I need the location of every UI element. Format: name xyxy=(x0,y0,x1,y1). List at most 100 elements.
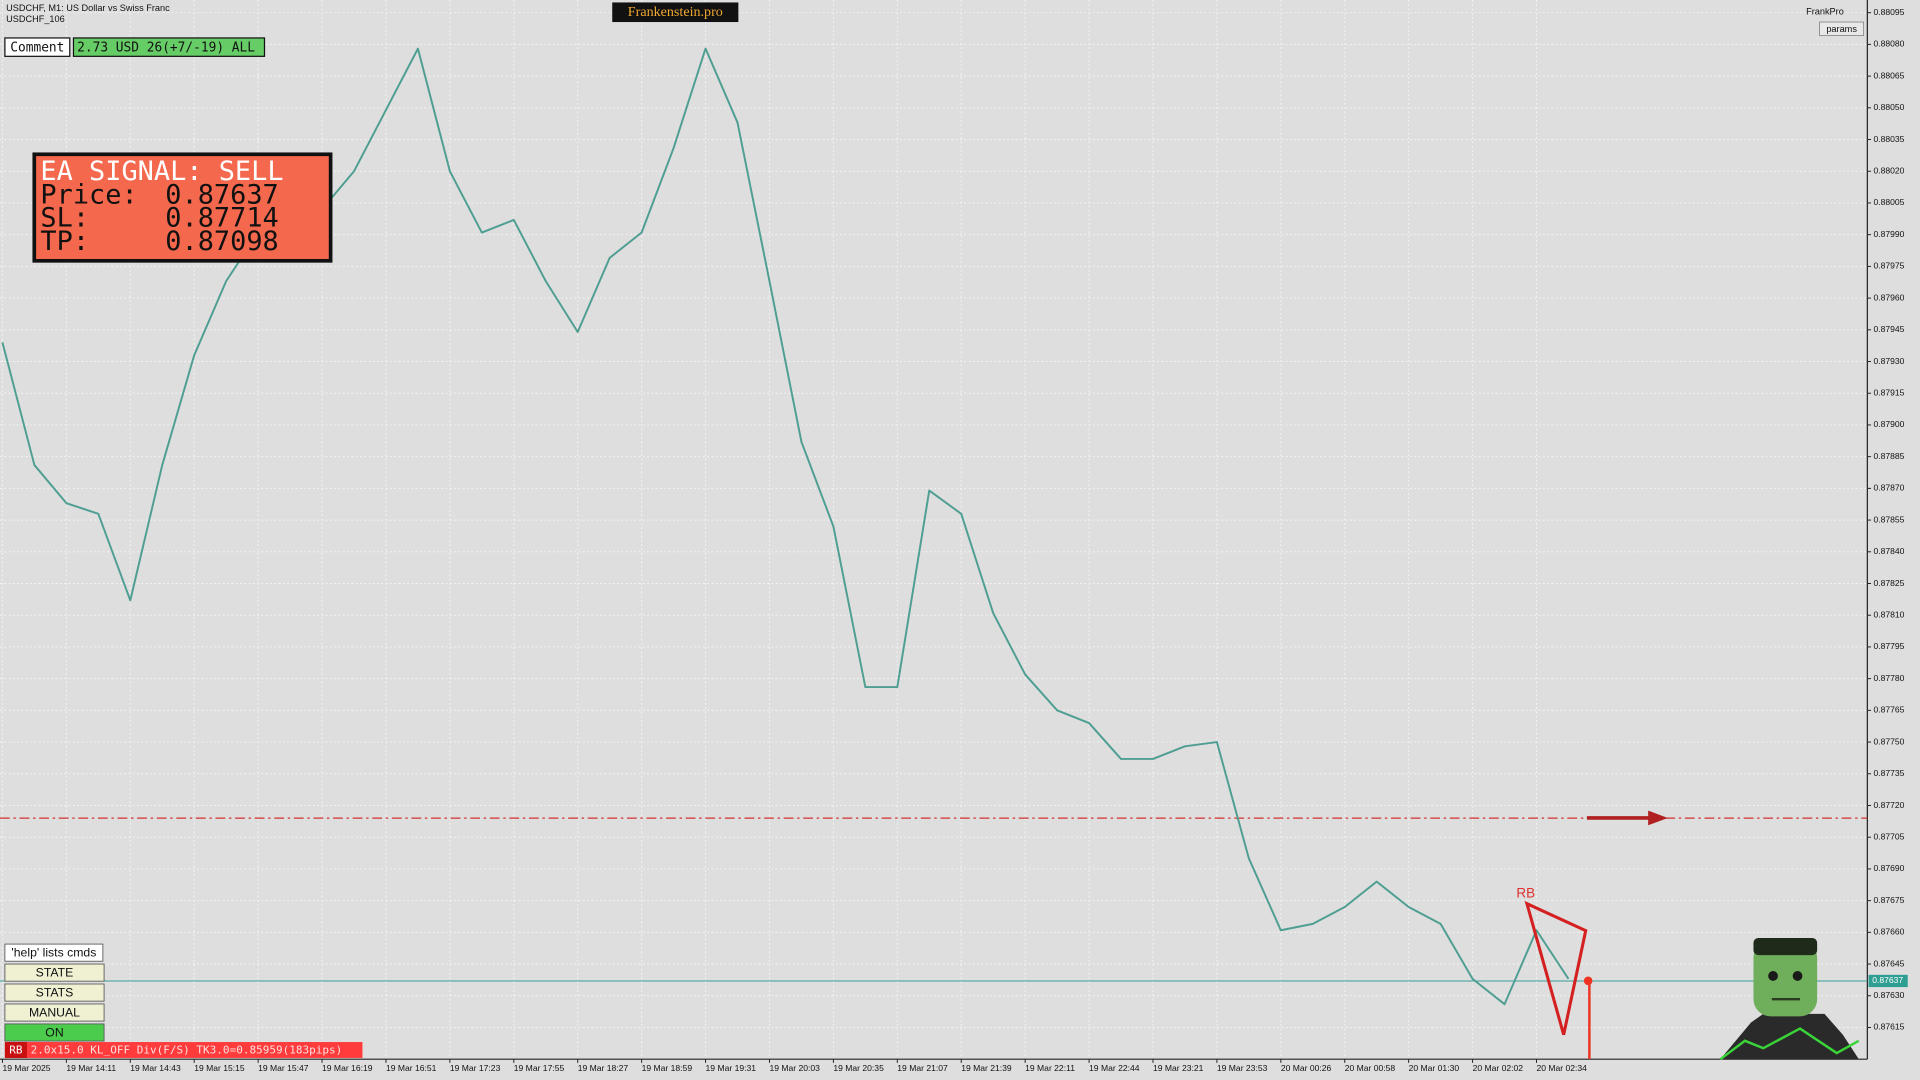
brand: Frankenstein.pro xyxy=(628,4,723,20)
x-tick-label: 19 Mar 19:31 xyxy=(706,1063,757,1073)
button-label[interactable]: 'help' lists cmds xyxy=(11,945,96,959)
y-tick-label: 0.88095 xyxy=(1873,7,1904,17)
y-tick-label: 0.87900 xyxy=(1873,419,1904,429)
x-tick-label: 19 Mar 23:21 xyxy=(1153,1063,1204,1073)
x-tick-label: 20 Mar 02:34 xyxy=(1536,1063,1587,1073)
signal-panel xyxy=(32,152,333,263)
y-tick-label: 0.87660 xyxy=(1873,927,1904,937)
y-tick-label: 0.87795 xyxy=(1873,641,1904,651)
x-tick-label: 19 Mar 15:47 xyxy=(258,1063,309,1073)
current-price-label: 0.87637 xyxy=(1872,975,1903,985)
x-tick-label: 19 Mar 2025 xyxy=(2,1063,50,1073)
mascot-icon xyxy=(1719,937,1860,1061)
x-tick-label: 19 Mar 16:51 xyxy=(386,1063,437,1073)
signal-title: EA SIGNAL: SELL xyxy=(40,156,283,187)
button-label[interactable]: STATE xyxy=(36,965,74,979)
signal-row-value: 0.87098 xyxy=(165,226,278,257)
button-panel: 'help' lists cmds STATE STATS MANUAL ON xyxy=(4,943,105,1042)
x-tick-label: 19 Mar 16:19 xyxy=(322,1063,373,1073)
signal-row-value: 0.87714 xyxy=(165,203,278,234)
x-tick-label: 19 Mar 22:44 xyxy=(1089,1063,1140,1073)
y-tick-label: 0.87840 xyxy=(1873,546,1904,556)
y-tick-label: 0.87765 xyxy=(1873,705,1904,715)
x-tick-label: 19 Mar 20:35 xyxy=(833,1063,884,1073)
params-label[interactable]: params xyxy=(1826,24,1857,34)
button[interactable] xyxy=(4,943,104,962)
button-label[interactable]: STATS xyxy=(36,985,74,999)
x-tick-label: 19 Mar 14:43 xyxy=(130,1063,181,1073)
pattern-triangle xyxy=(1524,900,1588,1036)
status-text: 2.0x15.0 KL_OFF Div(F/S) TK3.0=0.85959(1… xyxy=(31,1044,343,1057)
x-tick-label: 19 Mar 17:55 xyxy=(514,1063,565,1073)
y-tick-label: 0.87930 xyxy=(1873,356,1904,366)
y-tick-label: 0.87615 xyxy=(1873,1022,1904,1032)
x-tick-label: 19 Mar 21:07 xyxy=(897,1063,948,1073)
arrow-head xyxy=(1648,810,1668,826)
y-tick-label: 0.87990 xyxy=(1873,229,1904,239)
comment-value: 2.73 USD 26(+7/-19) ALL xyxy=(77,40,255,55)
button-label[interactable]: MANUAL xyxy=(29,1005,80,1019)
y-tick-label: 0.87885 xyxy=(1873,451,1904,461)
params-button[interactable] xyxy=(1819,21,1865,36)
x-tick-label: 20 Mar 02:02 xyxy=(1473,1063,1524,1073)
comment-value-box xyxy=(72,37,266,57)
signal-row-label: SL: xyxy=(40,203,89,234)
mascot-eye xyxy=(1768,971,1778,981)
mascot-hair xyxy=(1753,937,1818,956)
x-tick-label: 19 Mar 15:15 xyxy=(194,1063,245,1073)
status-bar xyxy=(4,1042,363,1058)
mascot-body xyxy=(1720,1013,1859,1060)
x-tick-label: 20 Mar 00:26 xyxy=(1281,1063,1332,1073)
y-tick-label: 0.88080 xyxy=(1873,39,1904,49)
x-tick-label: 20 Mar 00:58 xyxy=(1345,1063,1396,1073)
signal-dot xyxy=(1583,976,1593,986)
y-tick-label: 0.87750 xyxy=(1873,736,1904,746)
button-label[interactable]: ON xyxy=(45,1025,63,1039)
y-tick-label: 0.87705 xyxy=(1873,831,1904,841)
mascot-eye xyxy=(1792,971,1803,981)
mascot-head xyxy=(1753,940,1818,1017)
y-tick-label: 0.88035 xyxy=(1873,134,1904,144)
y-tick-label: 0.87630 xyxy=(1873,990,1904,1000)
y-tick-label: 0.87810 xyxy=(1873,609,1904,619)
y-tick-label: 0.87825 xyxy=(1873,578,1904,588)
x-tick-label: 19 Mar 18:59 xyxy=(642,1063,693,1073)
comment-label-box xyxy=(4,37,71,57)
y-tick-label: 0.87675 xyxy=(1873,895,1904,905)
y-tick-label: 0.87690 xyxy=(1873,863,1904,873)
y-tick-label: 0.88065 xyxy=(1873,70,1904,80)
y-tick-label: 0.87960 xyxy=(1873,292,1904,302)
symbol-title: USDCHF, M1: US Dollar vs Swiss Franc xyxy=(6,3,170,13)
x-tick-label: 19 Mar 14:11 xyxy=(66,1063,116,1073)
pattern-label: RB xyxy=(1516,885,1535,900)
x-tick-label: 19 Mar 23:53 xyxy=(1217,1063,1268,1073)
x-tick-label: 19 Mar 18:27 xyxy=(578,1063,629,1073)
y-tick-label: 0.87855 xyxy=(1873,514,1904,524)
x-tick-label: 19 Mar 21:39 xyxy=(961,1063,1012,1073)
y-tick-label: 0.87975 xyxy=(1873,261,1904,271)
button[interactable] xyxy=(4,1023,105,1042)
brand-box xyxy=(612,2,739,23)
y-tick-label: 0.87915 xyxy=(1873,387,1904,397)
signal-row-label: TP: xyxy=(40,226,89,257)
x-tick-label: 20 Mar 01:30 xyxy=(1409,1063,1460,1073)
button[interactable] xyxy=(4,983,105,1002)
y-tick-label: 0.87735 xyxy=(1873,768,1904,778)
signal-rows: Price: 0.87637 SL: 0.87714 TP: 0.87098 xyxy=(40,179,278,257)
status-tag-box xyxy=(4,1042,27,1058)
signal-row-label: Price: xyxy=(40,179,137,210)
y-tick-label: 0.87870 xyxy=(1873,483,1904,493)
button[interactable] xyxy=(4,1003,105,1022)
y-tick-label: 0.87720 xyxy=(1873,800,1904,810)
account-name: USDCHF_106 xyxy=(6,14,65,24)
button[interactable] xyxy=(4,963,105,982)
signal-row-value: 0.87637 xyxy=(165,179,278,210)
mascot-line xyxy=(1719,1027,1860,1061)
status-tag: RB xyxy=(9,1044,23,1057)
user-name: FrankPro xyxy=(1806,7,1844,17)
y-tick-label: 0.87645 xyxy=(1873,958,1904,968)
x-tick-label: 19 Mar 17:23 xyxy=(450,1063,501,1073)
